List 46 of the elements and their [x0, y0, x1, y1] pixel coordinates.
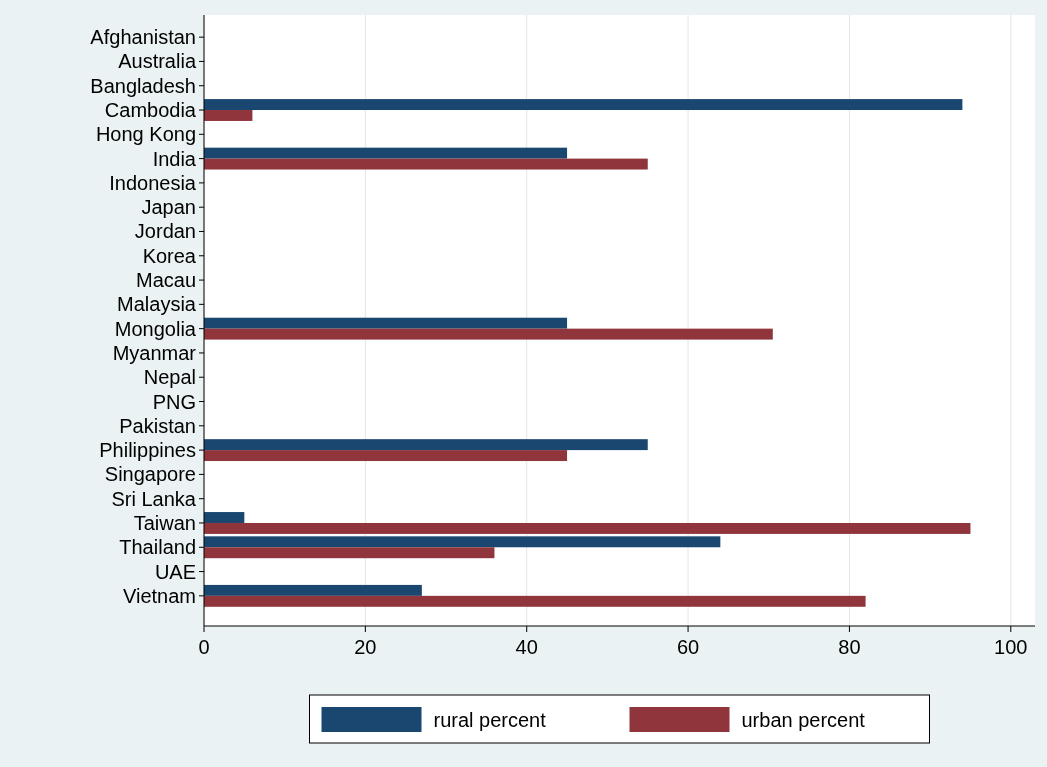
y-tick-label: Vietnam — [122, 584, 196, 607]
x-tick-label: 0 — [198, 636, 210, 658]
bar — [204, 328, 773, 340]
y-tick-label: Myanmar — [112, 341, 197, 364]
y-tick-label: Indonesia — [109, 171, 197, 194]
y-tick-label: PNG — [152, 390, 196, 413]
legend-label: urban percent — [741, 709, 866, 731]
bar — [204, 158, 648, 170]
y-tick-label: Macau — [135, 269, 196, 292]
bar — [204, 536, 721, 548]
y-tick-label: Japan — [141, 196, 196, 219]
x-tick-label: 100 — [994, 636, 1028, 658]
bar — [204, 110, 253, 121]
y-tick-label: Jordan — [134, 220, 196, 243]
y-tick-label: Hong Kong — [95, 123, 196, 146]
y-tick-label: Australia — [118, 50, 197, 73]
y-tick-label: Nepal — [143, 366, 196, 389]
bar — [204, 439, 648, 451]
bar — [204, 547, 495, 559]
y-tick-label: Philippines — [99, 439, 196, 462]
y-tick-label: Bangladesh — [90, 74, 196, 97]
y-tick-label: Mongolia — [114, 317, 197, 340]
bar — [204, 595, 866, 607]
bar — [204, 450, 568, 462]
x-tick-label: 20 — [354, 636, 377, 658]
y-tick-label: Taiwan — [133, 511, 196, 534]
y-tick-label: Pakistan — [119, 414, 196, 437]
y-tick-label: Korea — [142, 244, 197, 267]
x-tick-label: 60 — [676, 636, 700, 658]
y-tick-label: Thailand — [119, 536, 196, 559]
y-tick-label: Cambodia — [104, 99, 197, 122]
y-tick-label: Singapore — [104, 463, 196, 486]
bar — [204, 522, 971, 534]
x-tick-label: 40 — [515, 636, 538, 658]
y-tick-label: Afghanistan — [90, 26, 196, 49]
y-tick-label: Sri Lanka — [111, 487, 197, 510]
y-tick-label: Malaysia — [117, 293, 197, 316]
bar — [204, 147, 568, 159]
y-tick-label: India — [152, 147, 197, 170]
bar — [204, 512, 245, 523]
bar — [204, 99, 963, 111]
y-tick-label: UAE — [154, 560, 196, 583]
bar — [204, 584, 422, 596]
legend-label: rural percent — [433, 709, 547, 731]
bar — [204, 317, 568, 329]
x-tick-label: 80 — [838, 636, 861, 658]
